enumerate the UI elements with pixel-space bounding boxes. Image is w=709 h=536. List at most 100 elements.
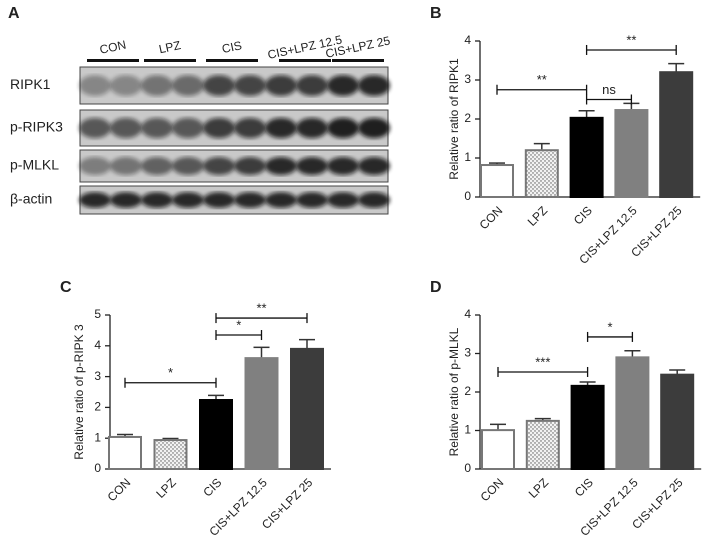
sig-label: **: [537, 72, 547, 87]
y-tick-label: 4: [94, 338, 101, 352]
blot-band: [327, 75, 359, 96]
blot-band: [141, 75, 173, 96]
blot-band: [265, 117, 297, 139]
y-tick-label: 4: [464, 307, 471, 321]
y-tick-label: 1: [464, 423, 471, 437]
blot-band: [327, 157, 359, 175]
bar: [481, 429, 515, 470]
bar: [660, 373, 695, 470]
blot-band: [265, 75, 297, 96]
blot-band: [203, 192, 235, 208]
blot-band: [203, 75, 235, 96]
lane-bar: [87, 59, 139, 62]
lane-label: CON: [98, 38, 127, 57]
x-tick-label: CON: [105, 475, 134, 504]
x-tick-label: CON: [477, 203, 506, 232]
blot-band: [79, 75, 111, 96]
bar: [290, 347, 324, 471]
y-axis-label: Relative ratio of p-RIPK 3: [72, 324, 86, 460]
sig-label: ***: [535, 354, 550, 369]
bar: [615, 356, 650, 471]
blot-band: [234, 117, 266, 139]
y-tick-label: 2: [94, 400, 101, 414]
blot-band: [172, 117, 204, 139]
blot-band: [141, 192, 173, 208]
panel-label: D: [430, 279, 442, 296]
row-label: p-RIPK3: [10, 119, 63, 135]
sig-label: *: [607, 319, 612, 334]
blot-band: [358, 192, 390, 208]
y-tick-label: 1: [464, 150, 471, 164]
blot-band: [141, 117, 173, 139]
blot-band: [234, 157, 266, 175]
blot-band: [358, 75, 390, 96]
lane-label: CIS: [221, 38, 243, 56]
blot-band: [327, 117, 359, 139]
blot-band: [110, 75, 142, 96]
blot-band: [203, 117, 235, 139]
bar: [525, 419, 560, 470]
lane-bar: [144, 59, 196, 62]
bar: [153, 439, 188, 471]
lane-bar: [279, 59, 331, 62]
blot-band: [296, 117, 328, 139]
y-tick-label: 0: [464, 189, 471, 203]
y-tick-label: 4: [464, 33, 471, 47]
sig-label: **: [626, 32, 636, 47]
bar: [244, 357, 279, 470]
y-axis-label: Relative ratio of p-MLKL: [447, 327, 461, 456]
bar: [569, 116, 604, 198]
blot-band: [79, 157, 111, 175]
lane-bar: [206, 59, 258, 62]
bar: [614, 109, 649, 198]
y-axis-label: Relative ratio of RIPK1: [447, 58, 461, 180]
blot-band: [172, 75, 204, 96]
row-label: p-MLKL: [10, 157, 59, 173]
y-tick-label: 3: [94, 369, 101, 383]
sig-label: *: [236, 317, 241, 332]
bar: [659, 71, 694, 198]
blot-band: [296, 192, 328, 208]
x-tick-label: CON: [478, 475, 507, 504]
panel-label: A: [8, 5, 20, 22]
blot-band: [296, 157, 328, 175]
y-tick-label: 3: [464, 72, 471, 86]
y-tick-label: 2: [464, 384, 471, 398]
blot-band: [234, 192, 266, 208]
blot-band: [110, 117, 142, 139]
blot-band: [110, 157, 142, 175]
lane-bar: [332, 59, 384, 62]
sig-label: *: [168, 365, 173, 380]
y-tick-label: 1: [94, 430, 101, 444]
x-tick-label: LPZ: [525, 203, 550, 228]
y-tick-label: 5: [94, 307, 101, 321]
blot-band: [172, 192, 204, 208]
bar: [570, 384, 605, 470]
blot-band: [327, 192, 359, 208]
panel-label: B: [430, 5, 442, 22]
bar: [524, 149, 559, 198]
bar: [480, 164, 514, 199]
y-tick-label: 0: [94, 461, 101, 475]
blot-band: [234, 75, 266, 96]
blot-band: [265, 157, 297, 175]
blot-band: [172, 157, 204, 175]
lane-label: LPZ: [158, 38, 182, 56]
bar: [108, 435, 142, 470]
x-tick-label: CIS: [572, 475, 596, 499]
y-tick-label: 3: [464, 346, 471, 360]
blot-band: [203, 157, 235, 175]
blot-band: [265, 192, 297, 208]
bar: [199, 399, 233, 470]
blot-band: [296, 75, 328, 96]
blot-band: [79, 192, 111, 208]
row-label: β-actin: [10, 191, 52, 207]
blot-band: [358, 157, 390, 175]
blot-band: [79, 117, 111, 139]
x-tick-label: CIS: [571, 203, 595, 227]
x-tick-label: LPZ: [526, 475, 551, 500]
sig-label: ns: [602, 82, 616, 97]
blot-band: [110, 192, 142, 208]
panel-label: C: [60, 279, 72, 296]
